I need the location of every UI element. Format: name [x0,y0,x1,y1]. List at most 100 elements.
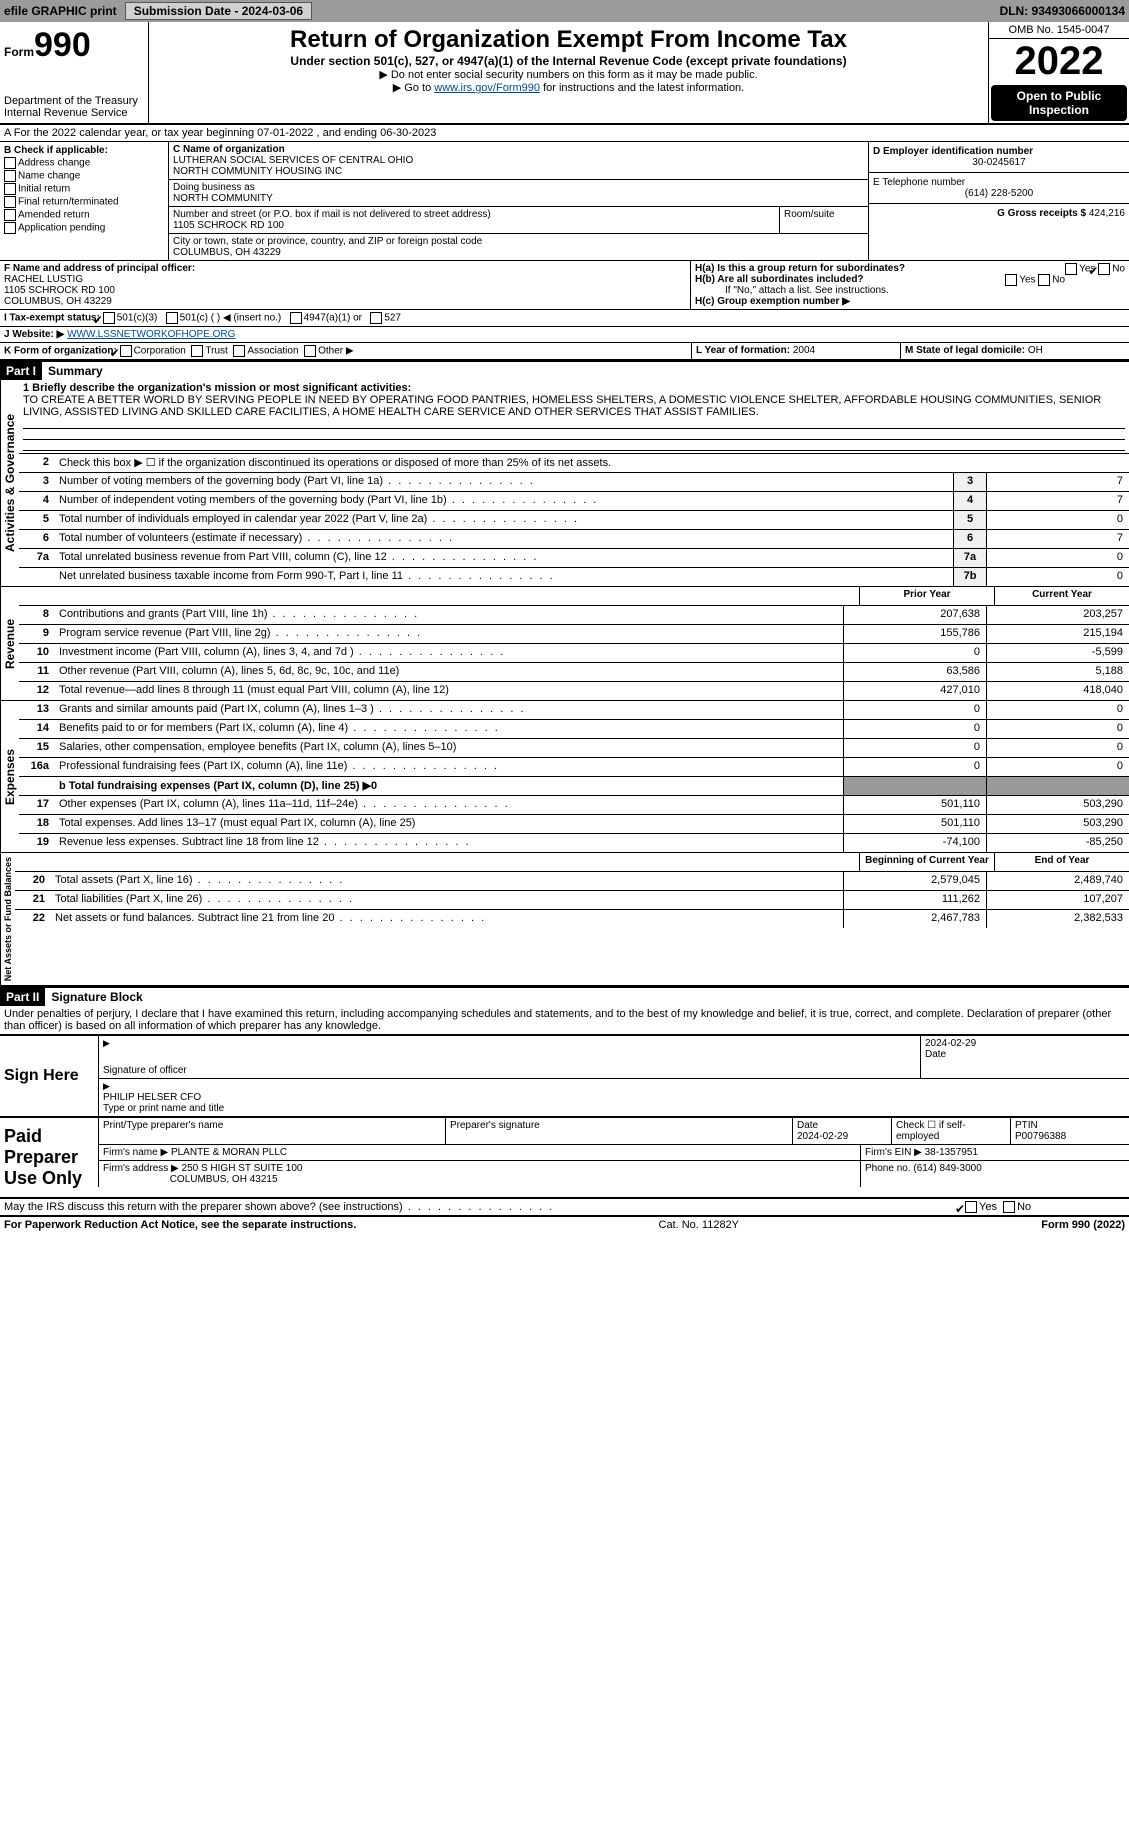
discuss-row: May the IRS discuss this return with the… [0,1199,1129,1217]
prep-date: 2024-02-29 [797,1131,848,1142]
goto-note: ▶ Go to www.irs.gov/Form990 for instruct… [153,81,984,94]
firm-phone: (614) 849-3000 [913,1163,981,1174]
checkbox-amended[interactable] [4,209,16,221]
org-name-1: LUTHERAN SOCIAL SERVICES OF CENTRAL OHIO [173,155,864,166]
checkbox-4947[interactable] [290,312,302,324]
omb-number: OMB No. 1545-0047 [989,22,1129,39]
v16cy: 0 [986,758,1129,776]
v17cy: 503,290 [986,796,1129,814]
side-expenses: Expenses [0,701,19,852]
v13cy: 0 [986,701,1129,719]
part1-header: Part I Summary [0,360,1129,380]
line-a: A For the 2022 calendar year, or tax yea… [0,125,1129,142]
checkbox-address-change[interactable] [4,157,16,169]
header-mid: Return of Organization Exempt From Incom… [149,22,988,123]
state-domicile: OH [1028,345,1043,356]
section-fhijklm: F Name and address of principal officer:… [0,261,1129,360]
dba-name: NORTH COMMUNITY [173,193,864,204]
firm-addr2: COLUMBUS, OH 43215 [170,1174,278,1185]
paid-preparer-block: Paid Preparer Use Only Print/Type prepar… [0,1118,1129,1199]
efile-label: efile GRAPHIC print [4,4,117,18]
form-number: Form990 [4,26,144,65]
submission-date-button[interactable]: Submission Date - 2024-03-06 [125,2,312,20]
checkbox-ha-no[interactable] [1098,263,1110,275]
year-formation: 2004 [793,345,815,356]
dept-treasury: Department of the Treasury [4,95,144,107]
v16py: 0 [843,758,986,776]
gross-receipts: 424,216 [1089,208,1125,219]
checkbox-discuss-yes[interactable] [965,1201,977,1213]
paid-preparer-label: Paid Preparer Use Only [0,1118,98,1197]
v18cy: 503,290 [986,815,1129,833]
v10py: 0 [843,644,986,662]
city-state-zip: COLUMBUS, OH 43229 [173,247,864,258]
side-netassets: Net Assets or Fund Balances [0,853,15,985]
checkbox-ha-yes[interactable] [1065,263,1077,275]
val-6: 7 [986,530,1129,548]
org-name-2: NORTH COMMUNITY HOUSING INC [173,166,864,177]
form-title: Return of Organization Exempt From Incom… [153,26,984,54]
v13py: 0 [843,701,986,719]
checkbox-final-return[interactable] [4,196,16,208]
v21by: 111,262 [843,891,986,909]
v15py: 0 [843,739,986,757]
revenue-section: Revenue Prior YearCurrent Year 8Contribu… [0,587,1129,701]
firm-ein: 38-1357951 [925,1147,978,1158]
checkbox-trust[interactable] [191,345,203,357]
v8py: 207,638 [843,606,986,624]
page-footer: For Paperwork Reduction Act Notice, see … [0,1217,1129,1233]
sig-date: 2024-02-29 [925,1038,1125,1049]
header-left: Form990 Department of the Treasury Inter… [0,22,149,123]
side-revenue: Revenue [0,587,19,700]
checkbox-corp[interactable] [120,345,132,357]
efile-topbar: efile GRAPHIC print Submission Date - 20… [0,0,1129,22]
v15cy: 0 [986,739,1129,757]
officer-name: RACHEL LUSTIG [4,274,686,285]
sig-declaration: Under penalties of perjury, I declare th… [0,1006,1129,1035]
v22by: 2,467,783 [843,910,986,928]
sign-here-block: Sign Here Signature of officer 2024-02-2… [0,1035,1129,1118]
ssn-note: ▶ Do not enter social security numbers o… [153,68,984,81]
checkbox-501c3[interactable] [103,312,115,324]
v10cy: -5,599 [986,644,1129,662]
netassets-section: Net Assets or Fund Balances Beginning of… [0,853,1129,986]
form-header: Form990 Department of the Treasury Inter… [0,22,1129,125]
v14py: 0 [843,720,986,738]
checkbox-discuss-no[interactable] [1003,1201,1015,1213]
phone-value: (614) 228-5200 [873,188,1125,199]
entity-info-box: B Check if applicable: Address change Na… [0,142,1129,261]
irs-link[interactable]: www.irs.gov/Form990 [434,82,540,94]
v20by: 2,579,045 [843,872,986,890]
firm-addr1: 250 S HIGH ST SUITE 100 [182,1163,303,1174]
ein-value: 30-0245617 [873,157,1125,168]
checkbox-assoc[interactable] [233,345,245,357]
v12py: 427,010 [843,682,986,700]
checkbox-other[interactable] [304,345,316,357]
header-right: OMB No. 1545-0047 2022 Open to Public In… [988,22,1129,123]
v17py: 501,110 [843,796,986,814]
val-7a: 0 [986,549,1129,567]
val-7b: 0 [986,568,1129,586]
checkbox-527[interactable] [370,312,382,324]
tax-year: 2022 [989,39,1129,83]
v9cy: 215,194 [986,625,1129,643]
checkbox-501c[interactable] [166,312,178,324]
website-link[interactable]: WWW.LSSNETWORKOFHOPE.ORG [67,329,235,340]
ptin: P00796388 [1015,1131,1066,1142]
checkbox-app-pending[interactable] [4,222,16,234]
room-suite: Room/suite [779,207,868,233]
street-address: 1105 SCHROCK RD 100 [173,220,775,231]
checkbox-hb-yes[interactable] [1005,274,1017,286]
box-deg: D Employer identification number 30-0245… [868,142,1129,260]
checkbox-hb-no[interactable] [1038,274,1050,286]
v12cy: 418,040 [986,682,1129,700]
sign-here-label: Sign Here [0,1036,98,1116]
checkbox-name-change[interactable] [4,170,16,182]
box-c: C Name of organization LUTHERAN SOCIAL S… [169,142,868,260]
mission-text: TO CREATE A BETTER WORLD BY SERVING PEOP… [23,394,1125,418]
val-3: 7 [986,473,1129,491]
v8cy: 203,257 [986,606,1129,624]
side-governance: Activities & Governance [0,380,19,586]
v14cy: 0 [986,720,1129,738]
checkbox-initial-return[interactable] [4,183,16,195]
